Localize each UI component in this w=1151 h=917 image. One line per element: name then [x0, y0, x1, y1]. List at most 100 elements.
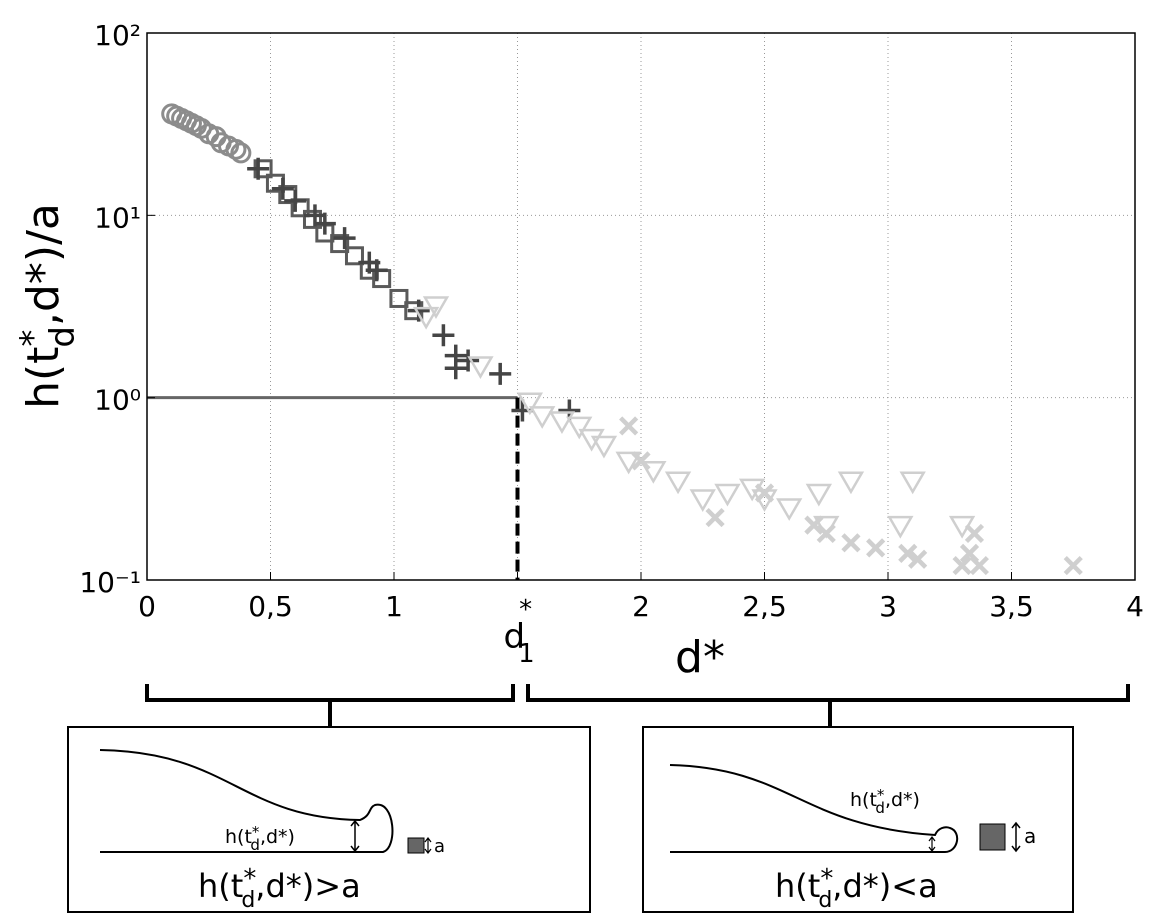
y-axis-label: h(t*d,d*)/a	[13, 203, 83, 409]
data-point	[432, 324, 455, 347]
particle	[407, 837, 425, 854]
data-point	[313, 212, 336, 235]
data-point	[590, 435, 618, 459]
y-label-sub: d	[43, 326, 83, 348]
gap-arrow	[350, 819, 360, 853]
data-point	[444, 357, 467, 380]
gap-label-sup: *	[877, 786, 885, 804]
gap-label-part: ,d*)	[260, 826, 295, 848]
formula-part: h(t	[198, 867, 243, 905]
size-arrow	[424, 837, 432, 854]
gap-arrow	[928, 836, 936, 852]
y-tick-label: 10⁻¹	[79, 566, 141, 599]
threshold-label-sup: *	[519, 595, 532, 625]
particle	[979, 823, 1006, 851]
gap-label: h(t* d,d*)	[225, 823, 295, 854]
y-label-part: ,d*)/a	[18, 203, 69, 326]
gap-label-sup: *	[252, 823, 260, 841]
size-arrow	[1011, 821, 1021, 853]
threshold-label-sub: 1	[518, 639, 535, 669]
data-point	[516, 392, 544, 416]
data-point	[365, 259, 388, 282]
panel-box	[67, 726, 591, 913]
bubble-outline	[99, 749, 394, 853]
threshold-label-part: d	[504, 617, 526, 657]
size-label: a	[1024, 824, 1036, 848]
data-point	[578, 428, 605, 452]
bracket	[526, 684, 1130, 727]
data-point	[776, 498, 803, 521]
bubble-outline	[669, 764, 959, 853]
gap-label-sub: d	[875, 799, 885, 817]
x-tick-label: 0	[138, 590, 156, 623]
formula-sub: d	[818, 888, 832, 913]
data-point	[330, 234, 350, 254]
y-tick-label: 10²	[94, 19, 141, 52]
data-point	[805, 483, 833, 507]
size-label: a	[434, 836, 445, 857]
panel-formula: h(t* d,d*)>a	[198, 864, 361, 913]
data-point	[714, 483, 741, 507]
data-point	[964, 523, 985, 544]
x-tick-label: 0,5	[248, 590, 293, 623]
formula-part: ,d*)>a	[255, 867, 360, 905]
data-point	[1063, 555, 1083, 576]
panel-left: a h(t* d,d*) h(t* d,d*)>a	[67, 726, 591, 913]
data-point	[566, 416, 593, 440]
y-tick-label: 10⁰	[94, 384, 141, 417]
gap-label-sub: d	[250, 836, 260, 854]
data-point	[412, 306, 440, 330]
formula-part: h(t	[775, 867, 820, 905]
data-point	[422, 296, 450, 320]
panel-box	[642, 726, 1074, 913]
data-point	[407, 299, 430, 322]
data-point	[841, 533, 861, 553]
data-point	[689, 489, 716, 512]
data-point	[302, 209, 322, 229]
data-point	[969, 555, 989, 576]
gap-label: h(t* d,d*)	[850, 786, 920, 817]
ticks: 0 0,5 1 2 2,5 3 3,5 4 10⁻¹ 10⁰ 10¹ 10²	[79, 19, 1144, 623]
data-point	[284, 189, 307, 212]
data-point	[887, 515, 914, 539]
gap-label-part: h(t	[225, 826, 252, 848]
brackets	[145, 684, 1130, 727]
data-point	[333, 227, 356, 250]
data-point	[529, 406, 556, 429]
y-label-part: h(t	[18, 347, 69, 409]
data-point	[389, 288, 409, 308]
x-tick-label: 4	[1126, 590, 1144, 623]
data-point	[548, 411, 576, 434]
data-point	[837, 471, 865, 495]
data-point	[344, 246, 364, 266]
data-point	[467, 356, 494, 380]
formula-part: ,d*)<a	[832, 867, 937, 905]
data-point	[754, 483, 775, 503]
data-point	[952, 555, 972, 576]
data-point	[457, 349, 480, 372]
data-point	[899, 471, 926, 495]
y-tick-label: 10¹	[94, 201, 141, 234]
x-tick-label: 2,5	[742, 590, 787, 623]
panel-formula: h(t* d,d*)<a	[775, 864, 938, 913]
data-point	[225, 138, 247, 160]
data-point	[908, 549, 928, 569]
formula-sup: *	[243, 864, 256, 894]
grid	[146, 32, 1136, 581]
gap-label-part: ,d*)	[885, 789, 920, 811]
data-point	[816, 523, 836, 544]
data-point	[619, 416, 639, 436]
x-tick-label: 3,5	[989, 590, 1034, 623]
threshold-label: d* 1	[504, 595, 535, 669]
data-point	[615, 451, 642, 475]
x-tick-label: 3	[879, 590, 897, 623]
x-tick-label: 2	[632, 590, 650, 623]
y-label-sup: *	[13, 330, 53, 347]
formula-sub: d	[241, 888, 255, 913]
data-point	[664, 471, 692, 495]
x-tick-label: 1	[385, 590, 403, 623]
x-axis-label: d*	[675, 632, 725, 683]
formula-sup: *	[820, 864, 833, 894]
data-point	[804, 515, 824, 535]
